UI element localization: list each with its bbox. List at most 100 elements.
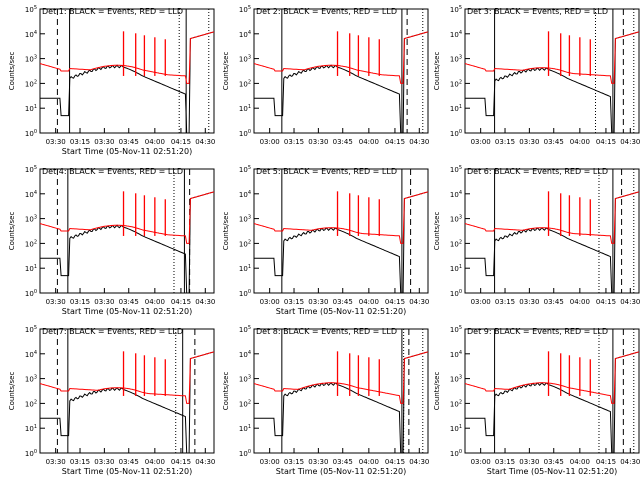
plot-frame — [253, 168, 429, 294]
plot-frame — [39, 328, 215, 454]
series-lld-line — [464, 191, 640, 244]
x-axis-label: Start Time (05-Nov-11 02:51:20) — [276, 467, 406, 476]
x-tick-label: 04:30 — [195, 298, 215, 306]
x-tick-label: 04:30 — [620, 458, 640, 466]
series-lld-line — [464, 31, 640, 84]
y-tick-label: 100 — [25, 289, 37, 298]
series-events-line — [40, 191, 215, 294]
chart-title: Det 5: BLACK = Events, RED = LLD — [256, 167, 397, 176]
x-tick-label: 04:30 — [409, 458, 429, 466]
x-tick-label: 03:15 — [284, 298, 304, 306]
detector-chart-2: 100 101 102 103 104 105 03:00 03:15 03:30 03:45 04… — [222, 5, 429, 146]
y-axis-label: Counts/sec — [433, 372, 441, 411]
y-tick-label: 105 — [239, 165, 251, 174]
y-axis-label: Counts/sec — [8, 212, 16, 251]
series-lld-line — [464, 351, 640, 404]
y-tick-label: 103 — [239, 375, 251, 384]
x-tick-label: 03:15 — [70, 298, 90, 306]
chart-title: Det 2: BLACK = Events, RED = LLD — [256, 7, 397, 16]
x-tick-label: 03:30 — [94, 458, 114, 466]
x-tick-label: 03:30 — [519, 138, 539, 146]
y-tick-label: 100 — [450, 449, 462, 458]
y-tick-label: 105 — [25, 325, 37, 334]
y-tick-label: 104 — [450, 30, 462, 39]
chart-title: Det 7: BLACK = Events, RED = LLD — [42, 327, 183, 336]
y-axis-label: Counts/sec — [433, 212, 441, 251]
series-lld-line — [39, 31, 215, 84]
x-tick-label: 03:30 — [94, 298, 114, 306]
x-tick-label: 03:45 — [119, 138, 139, 146]
series-events-line — [465, 31, 640, 134]
y-tick-label: 104 — [25, 190, 37, 199]
x-tick-label: 03:30 — [308, 138, 328, 146]
y-tick-label: 105 — [450, 5, 462, 14]
x-tick-label: 04:00 — [145, 138, 165, 146]
series-events-line — [465, 351, 640, 454]
x-tick-label: 04:30 — [620, 298, 640, 306]
y-tick-label: 102 — [450, 399, 462, 408]
y-tick-label: 104 — [450, 350, 462, 359]
y-tick-label: 101 — [239, 424, 251, 433]
plot-frame — [464, 8, 640, 134]
y-tick-label: 101 — [239, 264, 251, 273]
x-tick-label: 04:15 — [596, 458, 616, 466]
x-tick-label: 03:00 — [471, 458, 491, 466]
y-tick-label: 105 — [25, 165, 37, 174]
x-tick-label: 03:30 — [308, 458, 328, 466]
x-tick-label: 03:45 — [333, 138, 353, 146]
x-tick-label: 03:45 — [119, 458, 139, 466]
x-axis-label: Start Time (05-Nov-11 02:51:20) — [62, 467, 192, 476]
y-tick-label: 101 — [450, 104, 462, 113]
y-tick-label: 101 — [239, 104, 251, 113]
y-tick-label: 100 — [450, 129, 462, 138]
x-tick-label: 03:30 — [46, 138, 66, 146]
series-events-line — [254, 351, 429, 454]
x-tick-label: 03:15 — [284, 458, 304, 466]
plot-frame — [39, 168, 215, 294]
y-tick-label: 104 — [25, 350, 37, 359]
y-tick-label: 103 — [450, 375, 462, 384]
x-axis-label: Start Time (05-Nov-11 02:51:20) — [62, 147, 192, 156]
y-axis-label: Counts/sec — [433, 52, 441, 91]
y-tick-label: 100 — [25, 129, 37, 138]
x-tick-label: 04:15 — [171, 458, 191, 466]
y-tick-label: 104 — [25, 30, 37, 39]
x-tick-label: 04:30 — [195, 458, 215, 466]
y-tick-label: 101 — [25, 264, 37, 273]
series-lld-line — [253, 31, 429, 84]
x-tick-label: 03:45 — [333, 298, 353, 306]
y-tick-label: 105 — [239, 5, 251, 14]
x-tick-label: 03:15 — [495, 458, 515, 466]
x-tick-label: 03:30 — [308, 298, 328, 306]
x-axis-label: Start Time (05-Nov-11 02:51:20) — [62, 307, 192, 316]
x-tick-label: 04:15 — [596, 138, 616, 146]
chart-title: Det 6: BLACK = Events, RED = LLD — [467, 167, 608, 176]
series-events-line — [254, 31, 429, 134]
x-tick-label: 04:15 — [596, 298, 616, 306]
y-tick-label: 100 — [25, 449, 37, 458]
y-tick-label: 102 — [450, 79, 462, 88]
detector-chart-7: 100 101 102 103 104 105 03:30 03:15 03:30 03:45 04… — [8, 325, 215, 476]
x-axis-label: Start Time (05-Nov-11 02:51:20) — [487, 467, 617, 476]
x-tick-label: 03:30 — [519, 298, 539, 306]
y-tick-label: 104 — [239, 30, 251, 39]
y-tick-label: 105 — [450, 165, 462, 174]
x-tick-label: 03:30 — [94, 138, 114, 146]
y-tick-label: 104 — [239, 190, 251, 199]
y-axis-label: Counts/sec — [222, 372, 230, 411]
x-tick-label: 03:45 — [333, 458, 353, 466]
x-tick-label: 03:30 — [519, 458, 539, 466]
plot-frame — [464, 168, 640, 294]
y-tick-label: 100 — [239, 449, 251, 458]
y-tick-label: 102 — [25, 79, 37, 88]
y-tick-label: 105 — [25, 5, 37, 14]
chart-title: Det 1: BLACK = Events, RED = LLD — [42, 7, 183, 16]
series-lld-line — [253, 191, 429, 244]
x-tick-label: 04:00 — [570, 138, 590, 146]
x-tick-label: 03:45 — [119, 298, 139, 306]
chart-title: Det 9: BLACK = Events, RED = LLD — [467, 327, 608, 336]
y-tick-label: 102 — [25, 239, 37, 248]
y-tick-label: 103 — [450, 215, 462, 224]
